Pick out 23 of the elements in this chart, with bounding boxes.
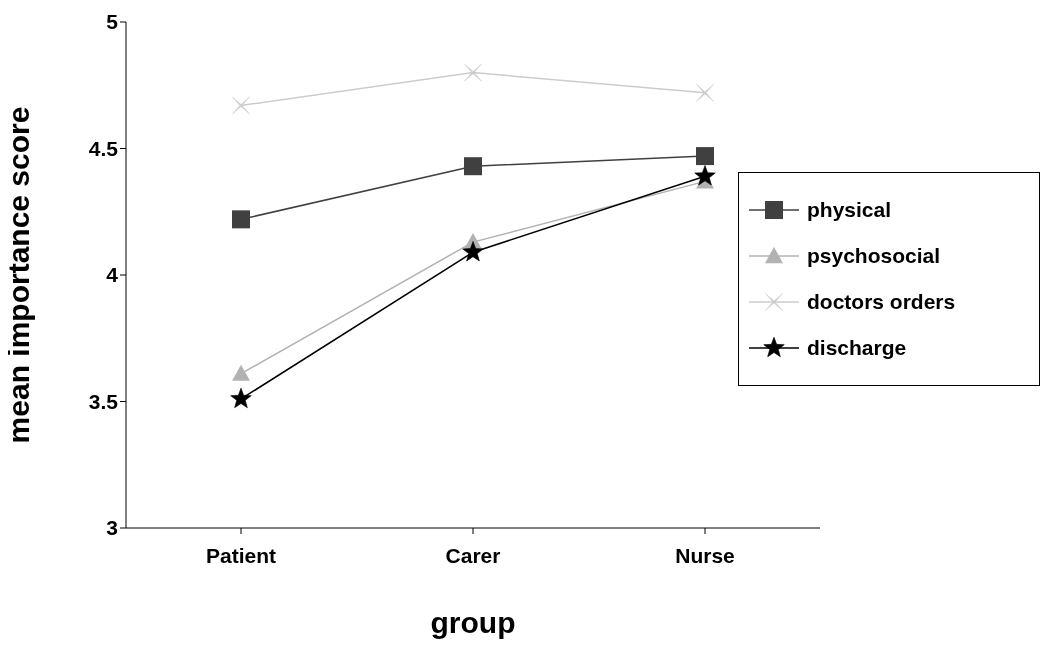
y-tick-label: 4.5	[88, 136, 119, 160]
point	[696, 84, 714, 102]
legend-label: physical	[807, 198, 892, 222]
point	[464, 157, 482, 176]
legend-label: psychosocial	[807, 244, 941, 268]
x-axis-title: group	[430, 606, 516, 639]
x-tick-label: Nurse	[675, 543, 735, 567]
y-tick-label: 3.5	[88, 389, 119, 413]
point	[464, 63, 482, 82]
point	[694, 165, 716, 186]
point	[696, 147, 714, 166]
legend-label: doctors orders	[807, 290, 956, 314]
y-tick-label: 3	[106, 516, 118, 540]
y-tick-label: 4	[106, 263, 119, 287]
y-tick-label: 5	[106, 10, 119, 34]
legend-label: discharge	[807, 336, 907, 360]
point	[462, 241, 484, 262]
x-tick-label: Patient	[205, 543, 277, 567]
point	[232, 210, 250, 229]
point	[230, 387, 252, 409]
point	[232, 364, 250, 381]
x-tick-label: Carer	[445, 543, 501, 567]
point	[232, 96, 250, 115]
